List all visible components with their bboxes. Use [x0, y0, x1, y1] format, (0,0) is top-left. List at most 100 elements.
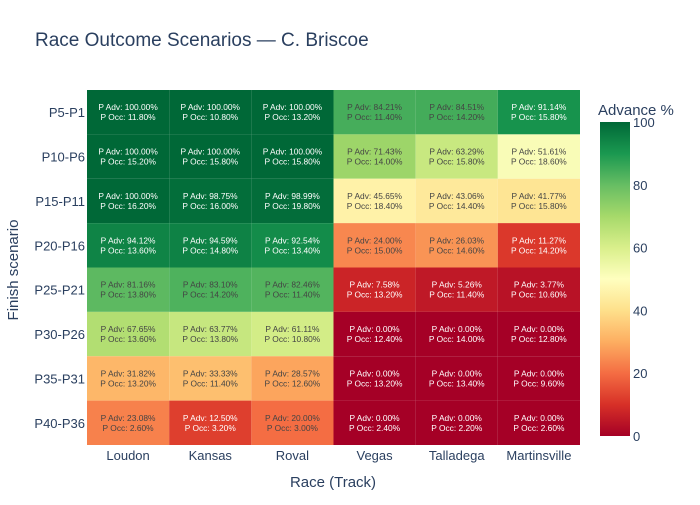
cell-occurrence-label: P Occ: 11.40% [183, 378, 239, 388]
x-axis-ticks: Loudon Kansas Roval Vegas Talladega Martinsvi… [106, 448, 571, 463]
cell-advance-label: P Adv: 12.50% [183, 413, 238, 423]
heatmap-cell [87, 178, 170, 224]
cell-occurrence-label: P Occ: 3.20% [185, 423, 237, 433]
cell-advance-label: P Adv: 0.00% [432, 324, 483, 334]
cell-occurrence-label: P Occ: 13.20% [347, 290, 403, 300]
heatmap-cell [169, 356, 252, 401]
y-tick-label: P35-P31 [34, 371, 85, 386]
cell-advance-label: P Adv: 92.54% [265, 235, 320, 245]
cell-occurrence-label: P Occ: 12.40% [347, 334, 403, 344]
y-tick-label: P5-P1 [49, 105, 85, 120]
heatmap-cell [333, 311, 416, 357]
cell-occurrence-label: P Occ: 10.80% [182, 112, 238, 122]
cell-advance-label: P Adv: 0.00% [514, 368, 565, 378]
cell-occurrence-label: P Occ: 18.60% [511, 157, 567, 167]
cell-occurrence-label: P Occ: 14.40% [429, 201, 485, 211]
cell-advance-label: P Adv: 33.33% [183, 368, 238, 378]
cell-advance-label: P Adv: 51.61% [512, 147, 567, 157]
heatmap-cell [87, 223, 170, 268]
heatmap-cell [333, 90, 416, 135]
cell-occurrence-label: P Occ: 19.80% [265, 201, 321, 211]
heatmap-cell [87, 356, 170, 401]
cell-advance-label: P Adv: 81.16% [101, 280, 156, 290]
y-tick-label: P25-P21 [34, 283, 85, 298]
cell-occurrence-label: P Occ: 13.20% [100, 378, 156, 388]
heatmap-cell [333, 178, 416, 224]
cell-advance-label: P Adv: 100.00% [98, 191, 158, 201]
x-tick-label: Kansas [189, 448, 233, 463]
cell-advance-label: P Adv: 23.08% [101, 413, 156, 423]
cell-occurrence-label: P Occ: 2.40% [349, 423, 401, 433]
cell-advance-label: P Adv: 100.00% [181, 147, 241, 157]
cell-advance-label: P Adv: 5.26% [432, 280, 483, 290]
heatmap-cell [497, 178, 580, 224]
cell-occurrence-label: P Occ: 10.60% [511, 290, 567, 300]
heatmap-cell [333, 356, 416, 401]
cell-occurrence-label: P Occ: 13.80% [100, 290, 156, 300]
heatmap-cell [497, 134, 580, 179]
y-tick-label: P40-P36 [34, 416, 85, 431]
heatmap-cell [87, 267, 170, 312]
heatmap-cell [251, 178, 334, 224]
y-axis-title: Finish scenario [5, 220, 22, 321]
cell-advance-label: P Adv: 100.00% [263, 102, 323, 112]
cell-advance-label: P Adv: 63.29% [429, 147, 484, 157]
heatmap-cell [169, 90, 252, 135]
heatmap-cell [497, 267, 580, 312]
cell-occurrence-label: P Occ: 15.80% [429, 157, 485, 167]
cell-occurrence-label: P Occ: 13.60% [100, 334, 156, 344]
cell-occurrence-label: P Occ: 15.80% [511, 112, 567, 122]
cell-occurrence-label: P Occ: 15.20% [100, 157, 156, 167]
cell-advance-label: P Adv: 91.14% [512, 102, 567, 112]
cell-advance-label: P Adv: 11.27% [512, 235, 567, 245]
heatmap-cell [415, 90, 498, 135]
cell-advance-label: P Adv: 24.00% [347, 235, 402, 245]
heatmap-cell [169, 400, 252, 445]
cell-occurrence-label: P Occ: 9.60% [513, 378, 565, 388]
cell-advance-label: P Adv: 0.00% [350, 413, 401, 423]
x-tick-label: Roval [276, 448, 309, 463]
cell-advance-label: P Adv: 100.00% [181, 102, 241, 112]
colorbar-tick-label: 40 [633, 303, 647, 318]
heatmap-cell [497, 90, 580, 135]
heatmap-cell [333, 223, 416, 268]
y-tick-label: P20-P16 [34, 238, 85, 253]
colorbar-title: Advance % [598, 102, 674, 119]
cell-advance-label: P Adv: 100.00% [98, 102, 158, 112]
x-tick-label: Talladega [429, 448, 485, 463]
cell-advance-label: P Adv: 63.77% [183, 324, 238, 334]
heatmap-cell [497, 311, 580, 357]
cell-occurrence-label: P Occ: 3.00% [267, 423, 319, 433]
heatmap-cell [87, 134, 170, 179]
cell-occurrence-label: P Occ: 10.80% [265, 334, 321, 344]
colorbar-gradient [600, 122, 630, 436]
y-axis-ticks: P5-P1 P10-P6 P15-P11 P20-P16 P25-P21 P30-P26 P… [34, 105, 85, 431]
cell-advance-label: P Adv: 41.77% [512, 191, 567, 201]
cell-advance-label: P Adv: 43.06% [429, 191, 484, 201]
cell-advance-label: P Adv: 100.00% [263, 147, 323, 157]
heatmap-cell [251, 134, 334, 179]
cell-occurrence-label: P Occ: 13.80% [182, 334, 238, 344]
colorbar-tick-label: 20 [633, 366, 647, 381]
heatmap-cell [251, 356, 334, 401]
cell-occurrence-label: P Occ: 15.80% [182, 157, 238, 167]
cell-occurrence-label: P Occ: 15.00% [347, 245, 403, 255]
cell-advance-label: P Adv: 0.00% [514, 324, 565, 334]
cell-advance-label: P Adv: 61.11% [265, 324, 320, 334]
cell-occurrence-label: P Occ: 12.80% [511, 334, 567, 344]
heatmap-cell [497, 356, 580, 401]
cell-advance-label: P Adv: 84.51% [429, 102, 484, 112]
cell-advance-label: P Adv: 98.75% [183, 191, 238, 201]
cell-occurrence-label: P Occ: 13.40% [429, 378, 485, 388]
cell-occurrence-label: P Occ: 11.40% [429, 290, 485, 300]
cell-advance-label: P Adv: 100.00% [98, 147, 158, 157]
cell-advance-label: P Adv: 94.12% [101, 235, 156, 245]
colorbar: Advance % 0 20 40 60 80 100 [598, 102, 674, 444]
cell-advance-label: P Adv: 98.99% [265, 191, 320, 201]
cell-advance-label: P Adv: 20.00% [265, 413, 320, 423]
colorbar-tick-label: 0 [633, 429, 640, 444]
heatmap-cell [415, 311, 498, 357]
cell-occurrence-label: P Occ: 18.40% [347, 201, 403, 211]
heatmap-cell [251, 400, 334, 445]
cell-occurrence-label: P Occ: 15.80% [511, 201, 567, 211]
